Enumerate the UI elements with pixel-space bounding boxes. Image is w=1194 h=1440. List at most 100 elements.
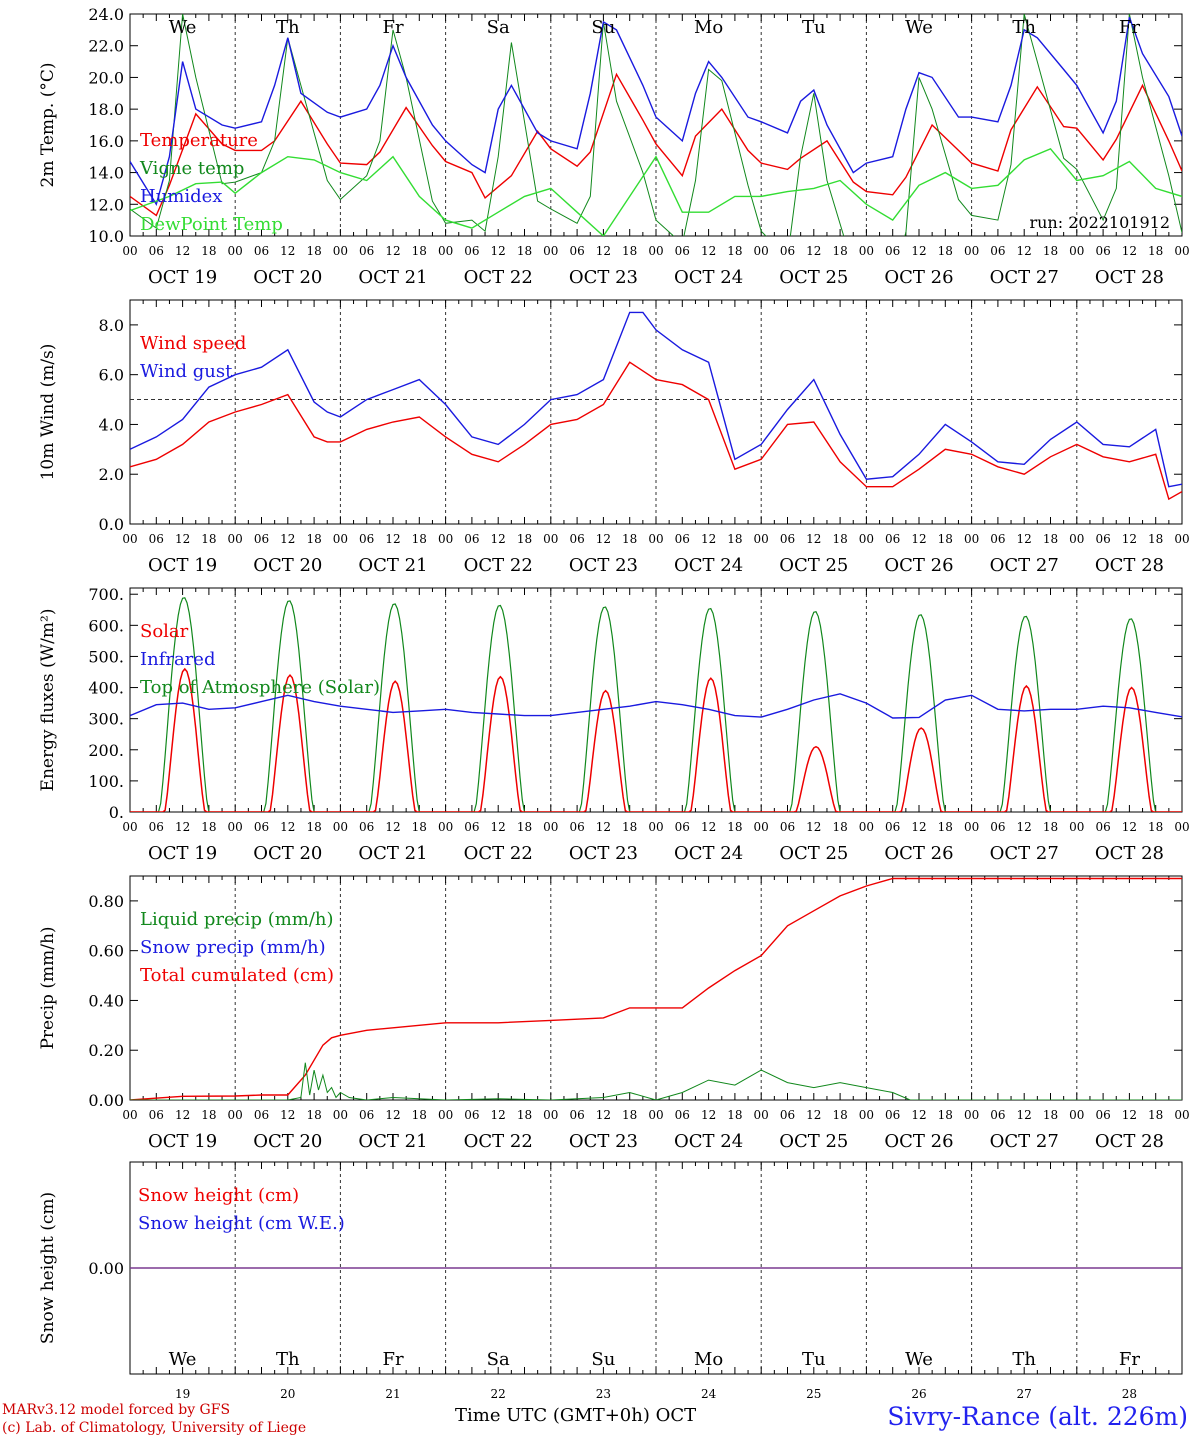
panel-wind: 0.0 2.0 4.0 6.0 8.0 10m Wind (m/s) Wind speed W… bbox=[38, 299, 1190, 576]
date-label: OCT 27 bbox=[990, 1131, 1059, 1152]
hour-tick-label: 06 bbox=[1095, 820, 1110, 834]
hour-tick-label: 00 bbox=[438, 1108, 453, 1122]
legend-entry: Humidex bbox=[140, 186, 222, 207]
date-label: OCT 22 bbox=[464, 843, 533, 864]
y-tick-label: 500. bbox=[88, 647, 124, 666]
hour-tick-label: 18 bbox=[832, 532, 847, 546]
series-line-wind-speed bbox=[130, 361, 1182, 501]
day-name-label: Fr bbox=[1119, 17, 1140, 38]
date-label: OCT 24 bbox=[674, 843, 743, 864]
date-label: OCT 21 bbox=[358, 843, 427, 864]
hour-tick-label: 06 bbox=[675, 1108, 690, 1122]
hour-tick-label: 00 bbox=[228, 820, 243, 834]
series-line-dewpoint-temp bbox=[130, 147, 1182, 236]
legend-entry: Infrared bbox=[140, 649, 215, 670]
hour-tick-label: 00 bbox=[122, 244, 137, 258]
date-label: OCT 19 bbox=[148, 267, 217, 288]
hour-tick-label: 18 bbox=[832, 244, 847, 258]
hour-tick-label: 12 bbox=[280, 820, 295, 834]
day-name-label: Th bbox=[276, 17, 300, 38]
hour-tick-label: 00 bbox=[964, 532, 979, 546]
hour-tick-label: 12 bbox=[911, 244, 926, 258]
date-label: OCT 25 bbox=[779, 1131, 848, 1152]
hour-tick-label: 18 bbox=[832, 1108, 847, 1122]
hour-tick-label: 12 bbox=[491, 244, 506, 258]
hour-tick-label: 12 bbox=[385, 1108, 400, 1122]
y-tick-label: 600. bbox=[88, 616, 124, 635]
hour-tick-label: 00 bbox=[543, 244, 558, 258]
hour-tick-label: 00 bbox=[333, 1108, 348, 1122]
hour-tick-label: 18 bbox=[938, 532, 953, 546]
series-line-humidex bbox=[130, 16, 1182, 207]
hour-tick-label: 06 bbox=[359, 820, 374, 834]
date-label: OCT 23 bbox=[569, 555, 638, 576]
day-name-label: Su bbox=[591, 1349, 615, 1370]
hour-tick-label: 18 bbox=[201, 532, 216, 546]
legend-entry: Solar bbox=[140, 621, 189, 642]
y-tick-label: 16.0 bbox=[88, 132, 124, 151]
hour-tick-label: 06 bbox=[464, 532, 479, 546]
y-tick-label: 18.0 bbox=[88, 100, 124, 119]
hour-tick-label: 18 bbox=[1148, 244, 1163, 258]
hour-tick-label: 00 bbox=[1069, 244, 1084, 258]
date-label: OCT 27 bbox=[990, 843, 1059, 864]
y-tick-label: 200. bbox=[88, 741, 124, 760]
hour-tick-label: 06 bbox=[464, 820, 479, 834]
y-tick-label: 20.0 bbox=[88, 68, 124, 87]
y-axis-label: Energy fluxes (W/m²) bbox=[38, 609, 58, 792]
hour-tick-label: 06 bbox=[359, 532, 374, 546]
hour-tick-label: 06 bbox=[885, 1108, 900, 1122]
series-line-solar bbox=[130, 667, 1182, 812]
hour-tick-label: 00 bbox=[859, 244, 874, 258]
day-name-label: Fr bbox=[382, 17, 403, 38]
hour-tick-label: 12 bbox=[701, 1108, 716, 1122]
hour-tick-label: 12 bbox=[806, 820, 821, 834]
hour-tick-label: 06 bbox=[1095, 1108, 1110, 1122]
date-label: OCT 26 bbox=[884, 555, 953, 576]
hour-tick-label: 18 bbox=[938, 820, 953, 834]
hour-tick-label: 06 bbox=[569, 820, 584, 834]
date-label: OCT 25 bbox=[779, 843, 848, 864]
hour-tick-label: 06 bbox=[359, 1108, 374, 1122]
date-label: OCT 19 bbox=[148, 843, 217, 864]
hour-tick-label: 00 bbox=[122, 820, 137, 834]
hour-tick-label: 06 bbox=[990, 1108, 1005, 1122]
day-name-label: We bbox=[169, 17, 197, 38]
legend-entry: Vigne temp bbox=[139, 158, 244, 179]
date-label: OCT 25 bbox=[779, 555, 848, 576]
hour-tick-label: 00 bbox=[1069, 532, 1084, 546]
day-number-label: 23 bbox=[596, 1387, 611, 1401]
y-tick-label: 0.00 bbox=[88, 1091, 124, 1110]
hour-tick-label: 12 bbox=[491, 820, 506, 834]
date-label: OCT 20 bbox=[253, 267, 322, 288]
hour-tick-label: 18 bbox=[306, 820, 321, 834]
run-annotation: run: 2022101912 bbox=[1029, 213, 1170, 232]
series-line-wind-gust bbox=[130, 311, 1182, 488]
footer-model: MARv3.12 model forced by GFS bbox=[2, 1402, 231, 1418]
hour-tick-label: 12 bbox=[911, 532, 926, 546]
day-name-label: Fr bbox=[1119, 1349, 1140, 1370]
day-name-label: We bbox=[169, 1349, 197, 1370]
y-tick-label: 0.20 bbox=[88, 1041, 124, 1060]
hour-tick-label: 18 bbox=[727, 532, 742, 546]
y-tick-label: 10.0 bbox=[88, 227, 124, 246]
hour-tick-label: 18 bbox=[1043, 820, 1058, 834]
date-label: OCT 26 bbox=[884, 267, 953, 288]
legend-entry: Snow precip (mm/h) bbox=[140, 937, 326, 958]
hour-tick-label: 12 bbox=[491, 532, 506, 546]
panel-precip: 0.00 0.20 0.40 0.60 0.80 Precip (mm/h) Liquid … bbox=[38, 875, 1190, 1152]
hour-tick-label: 12 bbox=[491, 1108, 506, 1122]
hour-tick-label: 18 bbox=[1148, 532, 1163, 546]
panel-snow: 0.00 Snow height (cm) Snow height (cm) Snow… bbox=[38, 1161, 1183, 1401]
hour-tick-label: 00 bbox=[859, 820, 874, 834]
day-number-label: 27 bbox=[1017, 1387, 1032, 1401]
hour-tick-label: 12 bbox=[280, 1108, 295, 1122]
hour-tick-label: 12 bbox=[1017, 1108, 1032, 1122]
hour-tick-label: 06 bbox=[254, 532, 269, 546]
hour-tick-label: 12 bbox=[280, 532, 295, 546]
hour-tick-label: 06 bbox=[780, 532, 795, 546]
hour-tick-label: 18 bbox=[306, 244, 321, 258]
y-axis-label: 2m Temp. (°C) bbox=[38, 62, 58, 187]
hour-tick-label: 06 bbox=[254, 820, 269, 834]
